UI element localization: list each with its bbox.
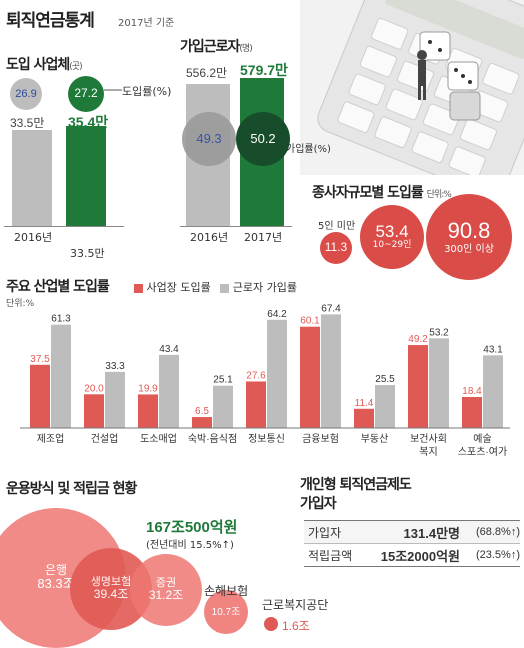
- adopting-workplaces-title: 도입 사업체(곳): [6, 57, 83, 73]
- category-label-7: 보건사회: [410, 433, 447, 445]
- value-label-workplace-3: 6.5: [195, 406, 209, 417]
- adopt-x-2016: 2016년: [14, 231, 53, 244]
- by-size-bubble-small: 11.3: [320, 232, 352, 264]
- enrolled-rate-2016-bubble: 49.3: [182, 112, 236, 166]
- bar-workplace-2: [138, 394, 158, 428]
- enrolled-rate-label: 가입률(%): [286, 144, 331, 155]
- operation-bubble-kcomwel: [264, 617, 278, 631]
- operation-value-kcomwel: 1.6조: [282, 619, 310, 633]
- enrolled-workers-title: 가입근로자(명): [180, 39, 253, 55]
- value-label-worker-4: 64.2: [267, 309, 287, 320]
- value-label-worker-7: 53.2: [429, 327, 449, 338]
- bar-workplace-8: [462, 396, 482, 428]
- industry-legend: 사업장 도입률 근로자 가입률: [134, 279, 297, 295]
- legend-swatch-worker: [220, 283, 230, 293]
- bar-workplace-6: [354, 408, 374, 428]
- value-label-workplace-6: 11.4: [355, 398, 374, 409]
- adopt-x-2017: 33.5만: [70, 247, 105, 260]
- category-label-0: 제조업: [37, 432, 65, 445]
- by-size-title: 종사자규모별 도입률 단위:%: [312, 185, 452, 201]
- adopt-bar-2016: [12, 130, 52, 226]
- bar-workplace-7: [408, 345, 428, 428]
- by-size-label-small: 5인 미만: [318, 221, 356, 232]
- enrolled-x-2016: 2016년: [190, 231, 229, 244]
- enrolled-rate-2017-bubble: 50.2: [236, 112, 290, 166]
- category-label-7-line2: 복지: [419, 446, 437, 458]
- value-label-worker-5: 67.4: [321, 303, 341, 314]
- bar-worker-2: [159, 354, 179, 428]
- adopt-bar-2017: [66, 126, 106, 226]
- value-label-worker-3: 25.1: [213, 375, 233, 386]
- category-label-1: 건설업: [91, 432, 119, 445]
- adopt-rate-connector: [104, 89, 122, 91]
- value-label-worker-0: 61.3: [51, 314, 71, 325]
- bar-worker-5: [321, 314, 341, 428]
- operation-title: 운용방식 및 적립금 현황: [6, 481, 137, 497]
- irp-title: 개인형 퇴직연금제도 가입자: [300, 477, 412, 512]
- year-note: 2017년 기준: [118, 18, 175, 29]
- category-label-8-line2: 스포츠·여가: [458, 446, 507, 458]
- bar-worker-8: [483, 355, 503, 428]
- operation-label-kcomwel: 근로복지공단: [262, 598, 329, 612]
- value-label-workplace-5: 60.1: [300, 316, 320, 327]
- enrolled-value-2016: 556.2만: [186, 66, 228, 80]
- industry-chart: 37.5 61.3 제조업 20.033.3 건설업 19.9 43.4 도소매업 6.5 25.…: [20, 303, 510, 458]
- bar-workplace-5: [300, 326, 320, 428]
- calculator-dice-illustration: [300, 0, 524, 175]
- irp-row-reserve: 적립금액 15조2000억원 (23.5%↑): [304, 544, 520, 567]
- operation-total: 167조500억원: [146, 519, 238, 536]
- bar-worker-4: [267, 319, 287, 428]
- value-label-worker-6: 25.5: [375, 374, 395, 385]
- category-label-8: 예술: [473, 433, 491, 445]
- category-label-6: 부동산: [361, 433, 389, 445]
- operation-total-note: (전년대비 15.5%↑): [146, 540, 234, 551]
- page-title: 퇴직연금통계: [6, 11, 95, 31]
- bar-worker-6: [375, 385, 395, 428]
- category-label-4: 정보통신: [248, 433, 285, 445]
- enrolled-value-2017: 579.7만: [240, 62, 288, 78]
- industry-chart-title: 주요 산업별 도입률: [6, 279, 110, 295]
- bar-worker-7: [429, 338, 449, 428]
- value-label-workplace-0: 37.5: [30, 354, 50, 365]
- value-label-workplace-8: 18.4: [462, 386, 482, 397]
- operation-bubble-securities: 증권 31.2조: [130, 554, 202, 626]
- bar-workplace-3: [192, 417, 212, 428]
- irp-row-subscribers: 가입자 131.4만명 (68.8%↑): [304, 520, 520, 544]
- value-label-workplace-4: 27.6: [246, 370, 266, 381]
- operation-bubble-nonlife: 10.7조: [204, 590, 248, 634]
- category-label-3: 숙박·음식점: [188, 433, 237, 445]
- adopt-value-2016: 33.5만: [10, 116, 45, 130]
- enrolled-baseline: [180, 226, 292, 227]
- value-label-worker-2: 43.4: [159, 344, 179, 355]
- bar-workplace-1: [84, 394, 104, 428]
- bar-worker-3: [213, 385, 233, 428]
- bar-workplace-0: [30, 364, 50, 428]
- value-label-workplace-1: 20.0: [84, 383, 104, 394]
- adopt-rate-2016-bubble: 26.9: [10, 78, 42, 110]
- operation-label-nonlife: 손해보험: [204, 584, 249, 598]
- bar-worker-0: [51, 324, 71, 428]
- value-label-worker-1: 33.3: [105, 361, 125, 372]
- category-label-5: 금융보험: [302, 433, 339, 445]
- adopt-baseline: [4, 226, 124, 227]
- legend-label-workplace: 사업장 도입률: [146, 281, 211, 294]
- enrolled-x-2017: 2017년: [244, 231, 283, 244]
- bar-worker-1: [105, 371, 125, 428]
- legend-label-worker: 근로자 가입률: [232, 281, 297, 294]
- value-label-worker-8: 43.1: [483, 344, 503, 355]
- irp-table: 가입자 131.4만명 (68.8%↑) 적립금액 15조2000억원 (23.…: [304, 520, 520, 567]
- adopt-rate-2017-bubble: 27.2: [68, 76, 104, 112]
- adopt-rate-label: 도입률(%): [122, 85, 172, 98]
- value-label-workplace-2: 19.9: [138, 383, 158, 394]
- legend-swatch-workplace: [134, 283, 143, 293]
- value-label-workplace-7: 49.2: [408, 334, 428, 345]
- bar-workplace-4: [246, 381, 266, 428]
- category-label-2: 도소매업: [140, 432, 177, 445]
- by-size-bubble-mid: 53.4 10~29인: [360, 205, 424, 269]
- industry-unit: 단위:%: [6, 299, 35, 309]
- by-size-bubble-large: 90.8 300인 이상: [426, 194, 512, 280]
